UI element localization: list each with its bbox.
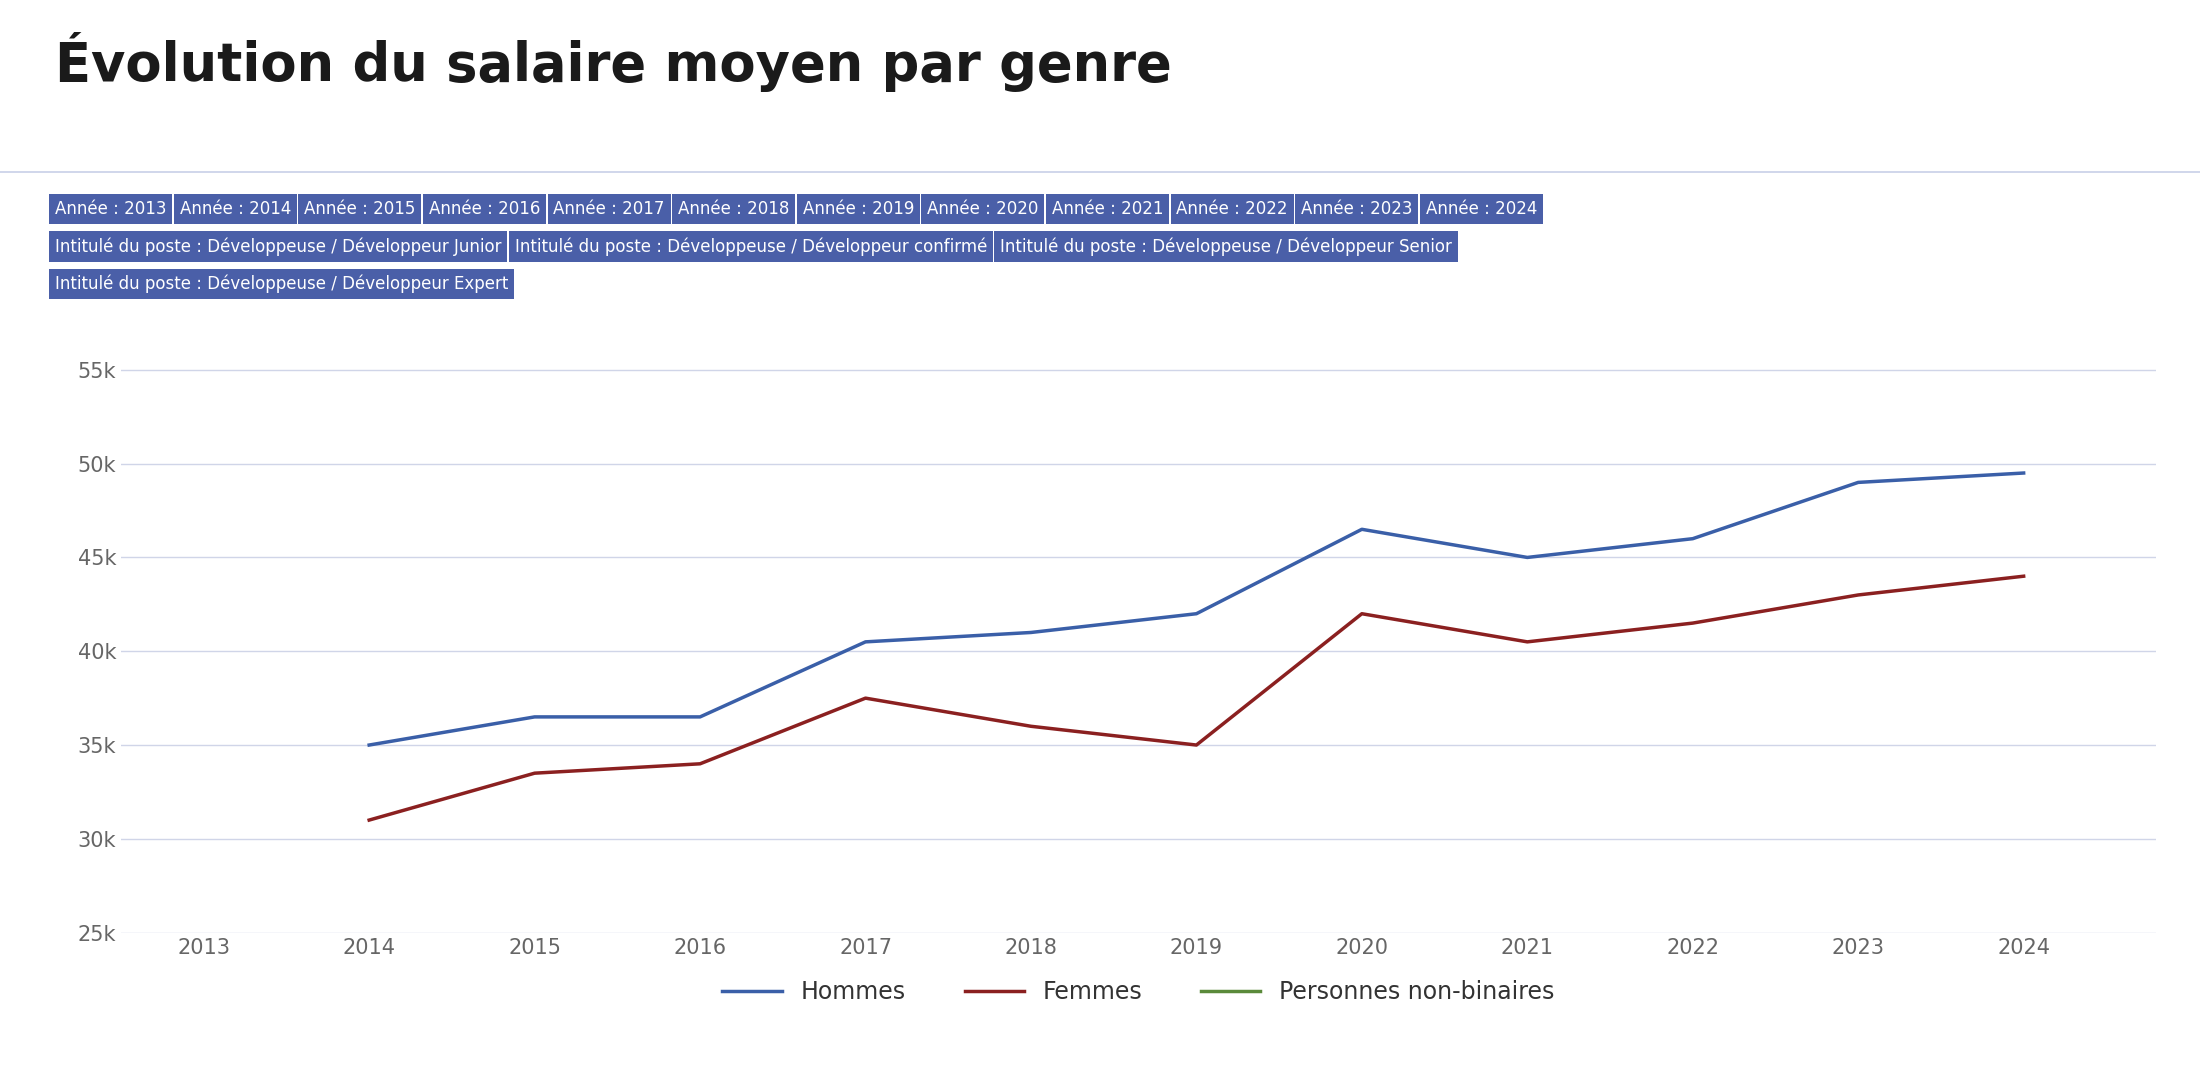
Text: Année : 2020: Année : 2020 bbox=[926, 200, 1038, 218]
Text: Année : 2015: Année : 2015 bbox=[304, 200, 416, 218]
Text: Année : 2017: Année : 2017 bbox=[554, 200, 664, 218]
Text: Année : 2019: Année : 2019 bbox=[803, 200, 913, 218]
Text: Année : 2022: Année : 2022 bbox=[1177, 200, 1287, 218]
Text: Évolution du salaire moyen par genre: Évolution du salaire moyen par genre bbox=[55, 32, 1173, 92]
Text: Intitulé du poste : Développeuse / Développeur Junior: Intitulé du poste : Développeuse / Dével… bbox=[55, 237, 502, 256]
Text: Année : 2023: Année : 2023 bbox=[1300, 200, 1412, 218]
Text: Année : 2021: Année : 2021 bbox=[1052, 200, 1164, 218]
Text: Année : 2014: Année : 2014 bbox=[180, 200, 290, 218]
Text: Année : 2013: Année : 2013 bbox=[55, 200, 167, 218]
Legend: Hommes, Femmes, Personnes non-binaires: Hommes, Femmes, Personnes non-binaires bbox=[713, 971, 1564, 1014]
Text: Intitulé du poste : Développeuse / Développeur Expert: Intitulé du poste : Développeuse / Dével… bbox=[55, 274, 508, 294]
Text: Année : 2016: Année : 2016 bbox=[429, 200, 541, 218]
Text: Année : 2018: Année : 2018 bbox=[678, 200, 790, 218]
Text: Intitulé du poste : Développeuse / Développeur Senior: Intitulé du poste : Développeuse / Dével… bbox=[1001, 237, 1452, 256]
Text: Année : 2024: Année : 2024 bbox=[1426, 200, 1538, 218]
Text: Intitulé du poste : Développeuse / Développeur confirmé: Intitulé du poste : Développeuse / Dével… bbox=[515, 237, 988, 256]
